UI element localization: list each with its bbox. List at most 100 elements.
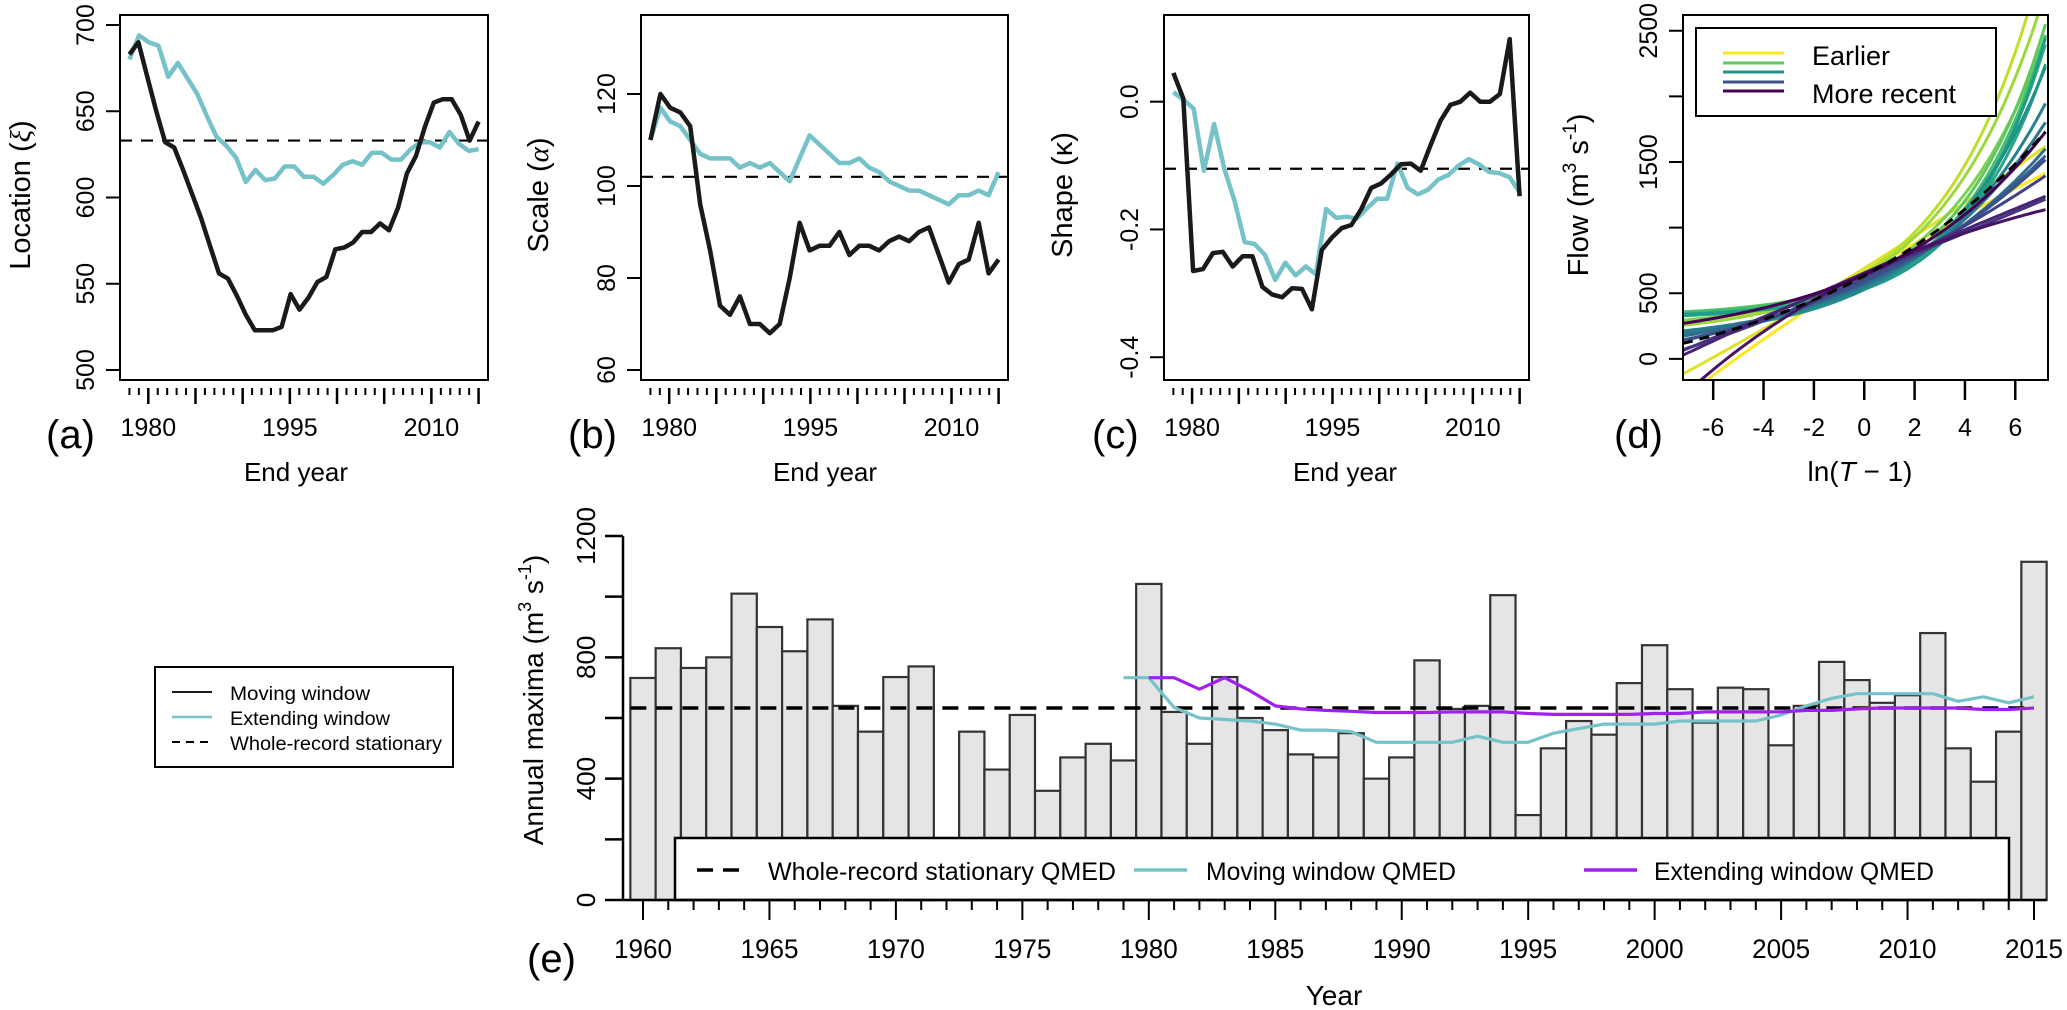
y-tick-label: 120: [593, 73, 621, 115]
bar-2015: [2020, 560, 2048, 902]
panel-b-ylabel: Scale (α): [523, 137, 555, 252]
panel-d-legend: Earlier More recent: [1695, 27, 1997, 117]
panel-b-label: (b): [568, 413, 617, 457]
x-tick-label: 2010: [1445, 414, 1501, 442]
legend-stationary-label: Whole-record stationary: [230, 734, 443, 755]
legend-moving-label: Moving window: [230, 684, 370, 705]
panel-e-xlabel: Year: [1306, 980, 1363, 1010]
x-tick-label: 1990: [1373, 934, 1431, 964]
x-tick-label: 2010: [404, 414, 460, 442]
panel-a-axes: 500 550 600 650 700 1980 1995 2010: [72, 4, 480, 442]
x-tick-label: 1995: [262, 414, 318, 442]
x-tick-label: 1980: [1164, 414, 1220, 442]
x-tick-label: 0: [1857, 414, 1871, 442]
bar-1960: [629, 676, 657, 902]
y-tick-label: 400: [571, 757, 601, 800]
panel-b-frame: [640, 14, 1009, 381]
x-tick-label: 1980: [120, 414, 176, 442]
panel-c-xlabel: End year: [1293, 457, 1397, 487]
moving-window-qmed-line: [1123, 676, 2035, 744]
panel-b-marks: [641, 91, 1008, 336]
y-tick-label: 800: [571, 636, 601, 679]
y-tick-label: 550: [72, 263, 100, 305]
y-tick-label: 500: [72, 349, 100, 391]
x-tick-label: 1980: [641, 414, 697, 442]
x-tick-label: 6: [2008, 414, 2022, 442]
x-tick-label: 1985: [1246, 934, 1304, 964]
x-tick-label: 2015: [2005, 934, 2063, 964]
legend-extending-label: Extending window: [230, 709, 390, 730]
extending-window-line: [1172, 90, 1522, 283]
panel-d-frame: [1682, 14, 2049, 381]
panel-c-shape: -0.4 -0.2 0.0 1980 1995 2010 Shape (κ) (c) En…: [1047, 14, 1530, 487]
panel-a-marks: [120, 33, 488, 333]
y-tick-label: 2500: [1635, 3, 1663, 59]
moving-window-line: [648, 91, 1001, 336]
x-tick-label: 1995: [1305, 414, 1361, 442]
panel-e-label: (e): [527, 937, 576, 981]
y-tick-label: -0.4: [1116, 336, 1144, 379]
x-tick-label: 2000: [1626, 934, 1684, 964]
x-tick-label: 2010: [924, 414, 980, 442]
quantile-curve: [1698, 208, 2046, 380]
y-tick-label: 1500: [1635, 134, 1663, 190]
panel-c-axes: -0.4 -0.2 0.0 1980 1995 2010: [1116, 84, 1521, 442]
legend-earlier-label: Earlier: [1812, 41, 1890, 71]
panel-e-legend: Whole-record stationary QMED Moving wind…: [673, 836, 2011, 902]
y-tick-label: 600: [72, 177, 100, 219]
panel-e-annual-maxima: Whole-record stationary QMED Moving wind…: [515, 507, 2063, 1010]
x-tick-label: -4: [1752, 414, 1774, 442]
x-tick-label: 1995: [1499, 934, 1557, 964]
x-tick-label: 4: [1958, 414, 1972, 442]
x-tick-label: 2005: [1752, 934, 1810, 964]
panel-b-axes: 60 80 100 120 1980 1995 2010: [593, 73, 1000, 442]
x-tick-label: 1995: [783, 414, 839, 442]
x-tick-label: -6: [1702, 414, 1724, 442]
y-tick-label: 0.0: [1116, 84, 1144, 119]
y-tick-label: 0: [571, 893, 601, 907]
panel-e-axes: 0 400 800 1200 1960 1965 1970 1975 1980 1985 1990 1…: [571, 507, 2063, 964]
legend-e-moving-label: Moving window QMED: [1206, 858, 1456, 886]
panel-d-xlabel: ln(T − 1): [1807, 456, 1912, 487]
x-tick-label: 2010: [1879, 934, 1937, 964]
legend-recent-label: More recent: [1812, 79, 1957, 109]
y-tick-label: 1200: [571, 507, 601, 565]
x-tick-label: -2: [1803, 414, 1825, 442]
panel-d-label: (d): [1614, 413, 1663, 457]
y-tick-label: 100: [593, 165, 621, 207]
panel-c-frame: [1163, 14, 1530, 381]
panel-c-label: (c): [1092, 413, 1139, 457]
panel-b-scale: 60 80 100 120 1980 1995 2010 Scale (α) (b) End…: [523, 14, 1009, 487]
x-tick-label: 1960: [614, 934, 672, 964]
x-tick-label: 1965: [740, 934, 798, 964]
legend-e-stationary-label: Whole-record stationary QMED: [768, 858, 1116, 886]
panel-b-xlabel: End year: [773, 457, 877, 487]
moving-window-line: [127, 40, 481, 333]
panel-a-location: 500 550 600 650 700 1980 1995 2010 Location (ξ)…: [5, 4, 489, 487]
panel-a-xlabel: End year: [244, 457, 348, 487]
panel-a-label: (a): [46, 413, 95, 457]
panel-e-ylabel: Annual maxima (m3 s-1): [515, 555, 549, 846]
panel-c-marks: [1164, 36, 1529, 312]
moving-window-line: [1171, 36, 1522, 312]
panel-a-ylabel: Location (ξ): [5, 120, 37, 269]
x-tick-label: 1980: [1120, 934, 1178, 964]
panel-e-lines: [630, 676, 2035, 744]
y-tick-label: 650: [72, 90, 100, 132]
panel-c-ylabel: Shape (κ): [1047, 132, 1079, 258]
y-tick-label: 700: [72, 4, 100, 46]
y-tick-label: 500: [1635, 272, 1663, 314]
panel-d-flow: 0 500 1500 2500 -6 -4 -2 0 2 4 6 Flow (m3 s-1) (d)…: [1560, 3, 2049, 487]
x-tick-label: 1975: [993, 934, 1051, 964]
x-tick-label: 2: [1908, 414, 1922, 442]
panel-e-legend-box: [673, 836, 2011, 902]
panel-d-ylabel: Flow (m3 s-1): [1560, 114, 1595, 277]
x-tick-label: 1970: [867, 934, 925, 964]
y-tick-label: -0.2: [1116, 208, 1144, 251]
stationary-curve: [1683, 130, 2047, 345]
y-tick-label: 60: [593, 356, 621, 384]
panel-d-marks: [1683, 15, 2047, 380]
shared-legend: Moving window Extending window Whole-rec…: [154, 666, 454, 768]
legend-e-extending-label: Extending window QMED: [1654, 858, 1934, 886]
